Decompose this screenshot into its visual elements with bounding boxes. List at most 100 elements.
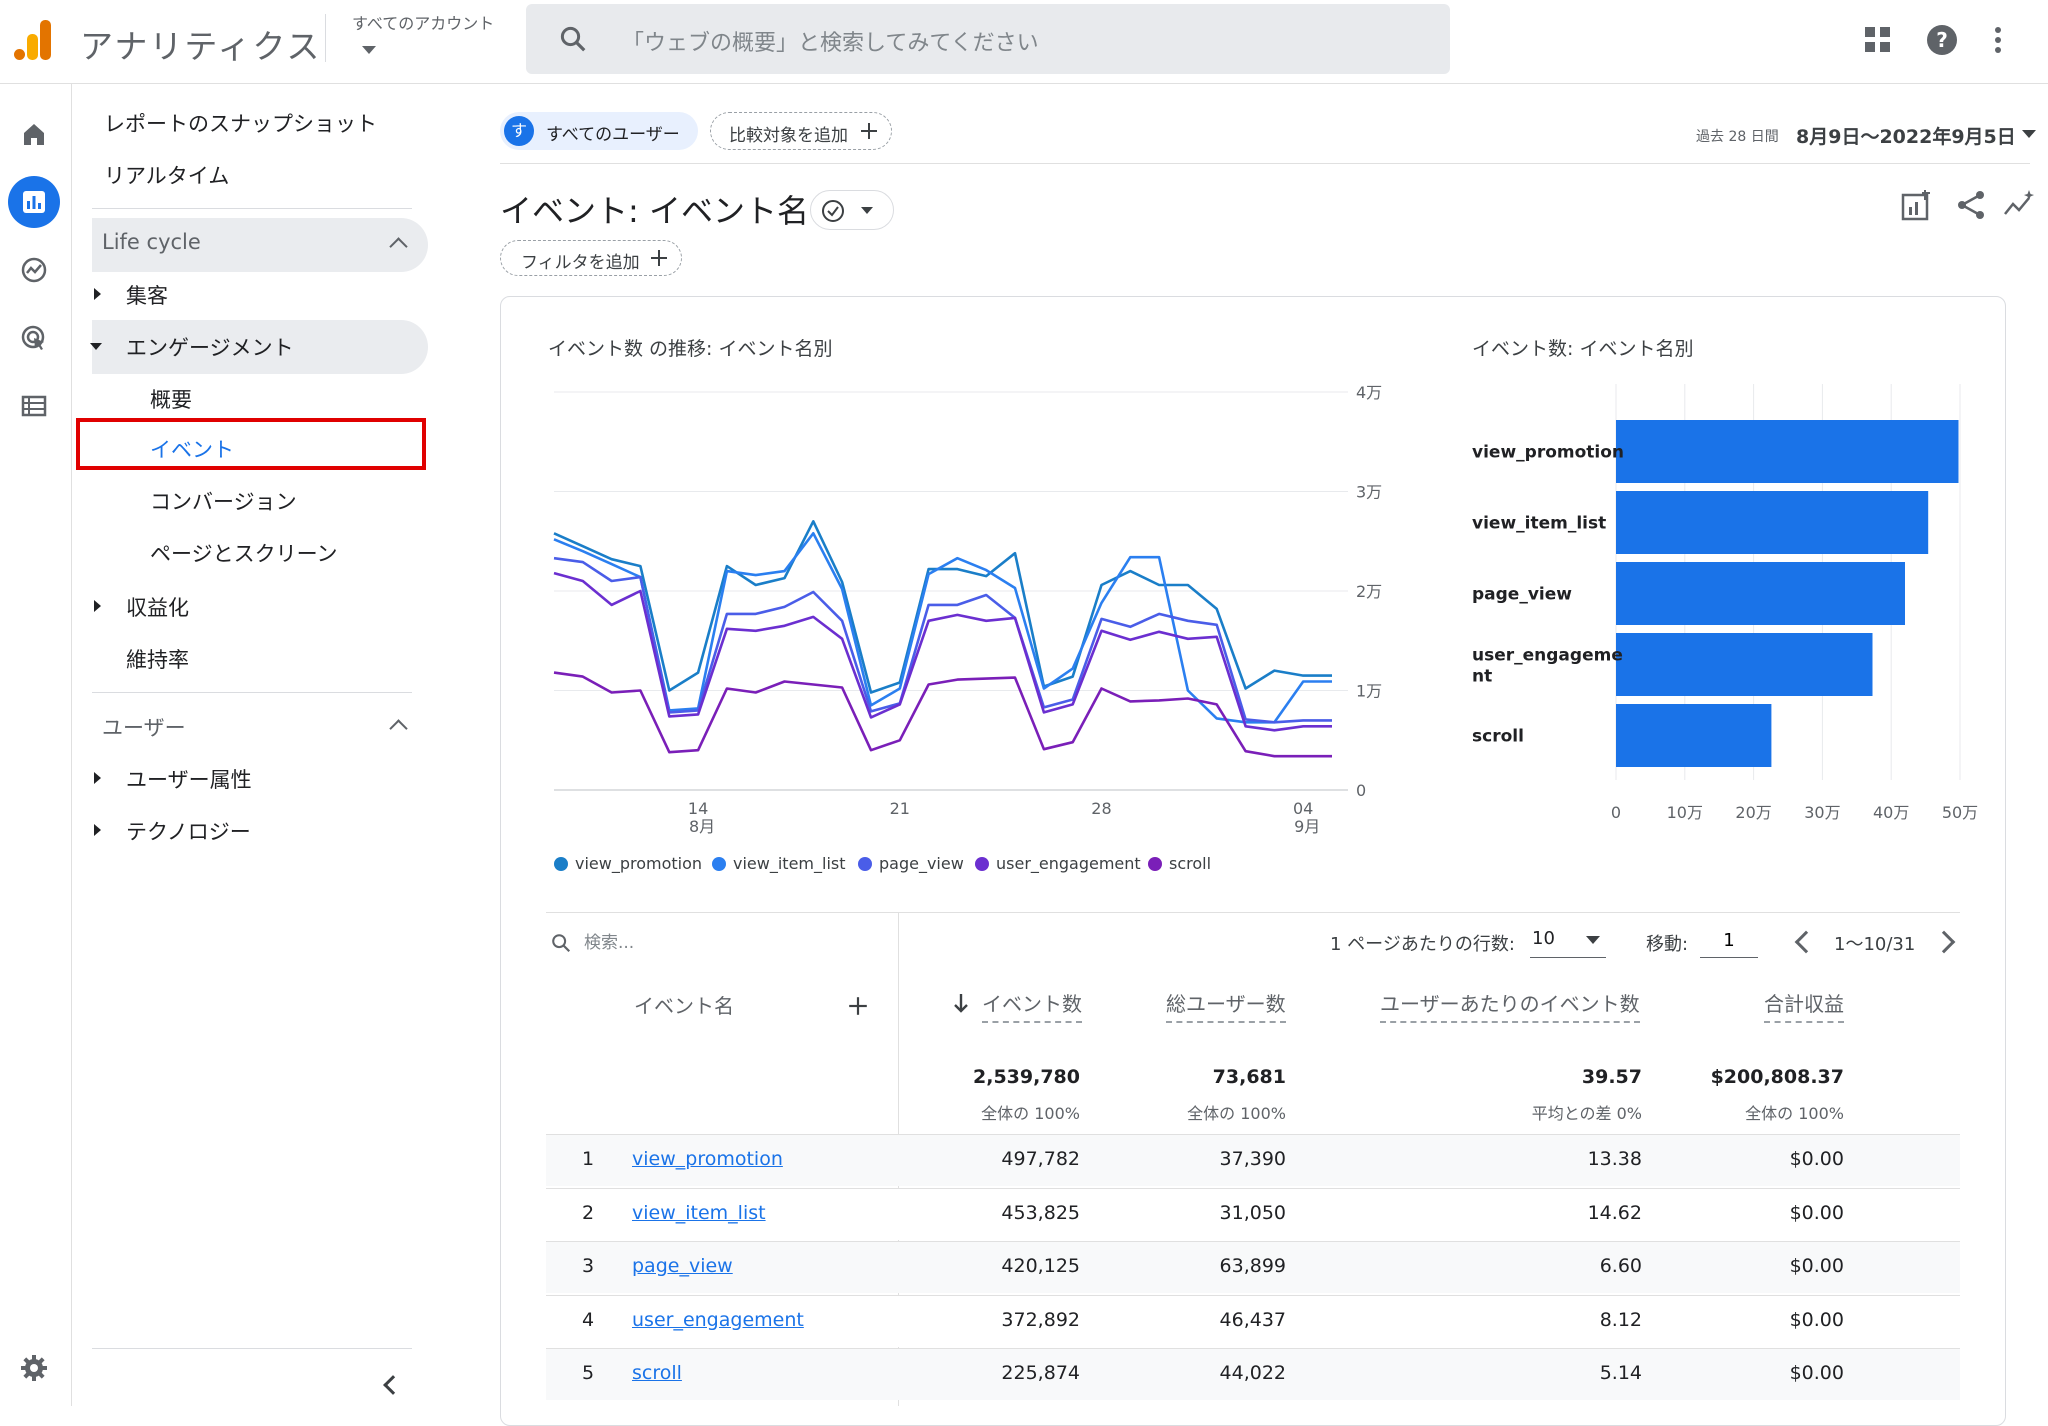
column-header-event-name[interactable]: イベント名 <box>634 994 734 1018</box>
bar-user_engagement[interactable] <box>1616 633 1873 696</box>
table-row[interactable] <box>546 1348 1960 1400</box>
add-comparison-button[interactable]: 比較対象を追加 <box>710 112 892 150</box>
nav-item-engagement[interactable]: エンゲージメント <box>126 336 294 360</box>
more-vert-icon[interactable] <box>1990 24 2006 56</box>
monetization-expand-icon[interactable] <box>94 600 101 612</box>
legend-item-view_promotion[interactable]: view_promotion <box>554 854 702 873</box>
series-line-view_item_list[interactable] <box>553 532 1332 724</box>
total-per-user-sub: 平均との差 0% <box>1531 1104 1642 1123</box>
total-revenue: $200,808.37 <box>1710 1066 1844 1088</box>
table-row[interactable] <box>546 1187 1960 1240</box>
series-line-view_promotion[interactable] <box>553 520 1332 694</box>
x-tick-label: 30万 <box>1804 803 1840 822</box>
configure-list-icon[interactable] <box>8 380 60 432</box>
column-header-event-count[interactable]: イベント数 <box>982 988 1082 1023</box>
legend-item-view_item_list[interactable]: view_item_list <box>712 854 846 873</box>
goto-page-input[interactable] <box>1700 924 1758 958</box>
rows-per-page-label: 1 ページあたりの行数: <box>1330 934 1515 955</box>
user-section-header[interactable]: ユーザー <box>102 716 186 740</box>
nav-item-monetization[interactable]: 収益化 <box>126 596 189 620</box>
add-dimension-icon[interactable] <box>849 997 867 1015</box>
event-name-link[interactable]: view_promotion <box>632 1148 783 1170</box>
advertising-icon[interactable] <box>8 312 60 364</box>
legend-item-user_engagement[interactable]: user_engagement <box>975 854 1141 873</box>
user-collapse-icon[interactable] <box>389 719 408 738</box>
x-tick-sublabel: 8月 <box>689 817 715 836</box>
reports-icon[interactable] <box>8 176 60 228</box>
nav-item-acquisition[interactable]: 集客 <box>126 284 168 308</box>
total-event-count: 2,539,780 <box>973 1066 1080 1088</box>
event-name-link[interactable]: page_view <box>632 1255 733 1277</box>
nav-item-pages-screens[interactable]: ページとスクリーン <box>150 542 338 566</box>
date-range-selector[interactable]: 8月9日〜2022年9月5日 <box>1796 126 2016 148</box>
customize-report-icon[interactable] <box>1900 188 1934 222</box>
apps-grid-icon[interactable] <box>1864 26 1892 54</box>
collapse-nav-icon[interactable] <box>383 1375 403 1395</box>
share-icon[interactable] <box>1954 188 1988 222</box>
insights-icon[interactable] <box>2002 188 2036 222</box>
nav-item-overview[interactable]: 概要 <box>150 388 192 412</box>
bar-chart[interactable]: 0 10万 20万 30万 40万 50万 view_promotion view_item_… <box>1468 380 1988 840</box>
add-filter-button[interactable]: フィルタを追加 <box>500 240 682 276</box>
nav-item-demographics[interactable]: ユーザー属性 <box>126 768 252 792</box>
column-header-total-users[interactable]: 総ユーザー数 <box>1166 988 1286 1023</box>
per-user-cell: 5.14 <box>1599 1362 1642 1384</box>
home-icon[interactable] <box>8 108 60 160</box>
table-row[interactable] <box>546 1134 1960 1186</box>
lifecycle-section-header[interactable] <box>92 218 428 272</box>
event-name-link[interactable]: scroll <box>632 1362 682 1384</box>
x-tick-label: 50万 <box>1942 803 1978 822</box>
x-tick-sublabel: 9月 <box>1294 817 1320 836</box>
explore-icon[interactable] <box>8 244 60 296</box>
highlight-box <box>76 418 426 470</box>
nav-item-retention[interactable]: 維持率 <box>126 648 189 672</box>
sort-descending-icon[interactable] <box>952 992 970 1014</box>
event-count-cell: 372,892 <box>1001 1308 1080 1331</box>
help-icon[interactable]: ? <box>1926 24 1958 56</box>
series-line-scroll[interactable] <box>553 671 1332 758</box>
analytics-logo-icon[interactable] <box>14 18 54 62</box>
legend-item-scroll[interactable]: scroll <box>1148 854 1211 873</box>
search-placeholder[interactable]: 「ウェブの概要」と検索してみてください <box>622 31 1039 56</box>
legend-item-page_view[interactable]: page_view <box>858 854 964 873</box>
tech-expand-icon[interactable] <box>94 824 101 836</box>
nav-item-snapshot[interactable]: レポートのスナップショット <box>104 112 377 136</box>
nav-item-events[interactable]: イベント <box>150 438 234 462</box>
series-line-page_view[interactable] <box>553 556 1332 724</box>
account-selector[interactable]: すべてのアカウント <box>352 14 495 33</box>
bar-view_item_list[interactable] <box>1616 491 1929 554</box>
account-caret-icon[interactable] <box>362 46 376 54</box>
column-header-revenue[interactable]: 合計収益 <box>1764 988 1844 1023</box>
rows-per-page-select[interactable]: 10 <box>1530 924 1606 958</box>
nav-item-tech[interactable]: テクノロジー <box>126 820 251 844</box>
engagement-collapse-icon[interactable] <box>90 343 102 350</box>
nav-item-realtime[interactable]: リアルタイム <box>104 164 230 188</box>
total-per-user: 39.57 <box>1581 1066 1642 1088</box>
bar-scroll[interactable] <box>1616 704 1772 767</box>
x-tick-label: 14 <box>688 799 708 818</box>
bar-category-label: view_promotion <box>1472 443 1624 463</box>
user-segment-chip[interactable]: す すべてのユーザー <box>500 112 698 150</box>
bar-view_promotion[interactable] <box>1616 420 1959 483</box>
nav-item-conversions[interactable]: コンバージョン <box>150 490 297 514</box>
table-search-input[interactable] <box>584 928 864 958</box>
revenue-cell: $0.00 <box>1789 1255 1844 1277</box>
chevron-down-icon <box>1586 936 1600 944</box>
date-caret-icon[interactable] <box>2022 130 2036 138</box>
column-header-per-user[interactable]: ユーザーあたりのイベント数 <box>1380 988 1640 1023</box>
engagement-section[interactable] <box>92 320 428 374</box>
search-bar[interactable]: 「ウェブの概要」と検索してみてください <box>526 4 1450 74</box>
legend-label: user_engagement <box>996 854 1141 873</box>
settings-gear-icon[interactable] <box>8 1342 60 1394</box>
acquisition-expand-icon[interactable] <box>94 288 101 300</box>
event-name-link[interactable]: view_item_list <box>632 1201 766 1224</box>
series-line-user_engagement[interactable] <box>553 571 1332 732</box>
bar-page_view[interactable] <box>1616 562 1905 625</box>
table-row[interactable] <box>546 1294 1960 1347</box>
header-divider <box>500 163 2030 164</box>
demographics-expand-icon[interactable] <box>94 772 101 784</box>
report-status-button[interactable] <box>810 190 894 230</box>
event-name-link[interactable]: user_engagement <box>632 1308 804 1331</box>
table-row[interactable] <box>546 1241 1960 1293</box>
